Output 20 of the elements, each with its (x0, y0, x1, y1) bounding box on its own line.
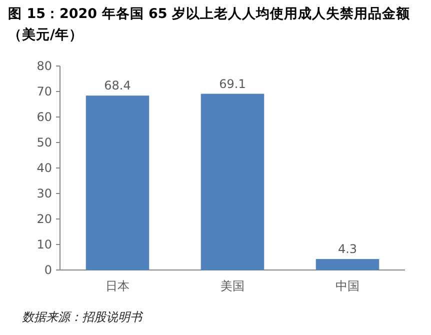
source-note: 数据来源：招股说明书 (22, 309, 142, 326)
data-label: 68.4 (104, 78, 131, 93)
bar (200, 94, 264, 270)
x-tick-label: 日本 (106, 279, 130, 293)
data-label: 4.3 (338, 242, 358, 256)
y-tick-label: 60 (36, 110, 52, 124)
y-tick-label: 20 (36, 212, 52, 226)
data-label: 69.1 (219, 76, 246, 91)
chart-title: 图 15：2020 年各国 65 岁以上老人人均使用成人失禁用品金额（美元/年） (8, 5, 411, 45)
x-tick-label: 美国 (220, 279, 244, 293)
y-tick-label: 70 (36, 84, 52, 98)
y-tick-label: 30 (36, 186, 52, 200)
y-tick-label: 80 (36, 59, 52, 73)
bar (316, 259, 380, 270)
bar (86, 96, 150, 270)
x-tick-label: 中国 (336, 279, 360, 293)
y-tick-label: 0 (44, 263, 52, 277)
y-tick-label: 40 (36, 161, 52, 175)
y-tick-label: 50 (36, 136, 52, 150)
y-tick-label: 10 (36, 238, 52, 252)
